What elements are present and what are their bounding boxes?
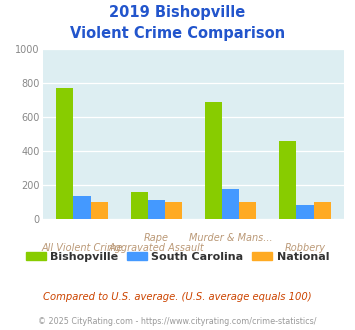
Bar: [222, 189, 239, 219]
Bar: [56, 88, 73, 219]
Legend: Bishopville, South Carolina, National: Bishopville, South Carolina, National: [21, 248, 334, 267]
Bar: [205, 102, 222, 219]
Text: Murder & Mans...: Murder & Mans...: [189, 233, 272, 243]
Bar: [131, 192, 148, 219]
Text: Rape: Rape: [144, 233, 169, 243]
Bar: [296, 205, 313, 219]
Bar: [73, 196, 91, 219]
Bar: [91, 202, 108, 219]
Bar: [313, 202, 331, 219]
Text: © 2025 CityRating.com - https://www.cityrating.com/crime-statistics/: © 2025 CityRating.com - https://www.city…: [38, 317, 317, 326]
Bar: [148, 200, 165, 219]
Text: Compared to U.S. average. (U.S. average equals 100): Compared to U.S. average. (U.S. average …: [43, 292, 312, 302]
Text: All Violent Crime: All Violent Crime: [41, 243, 123, 252]
Bar: [165, 202, 182, 219]
Text: Violent Crime Comparison: Violent Crime Comparison: [70, 26, 285, 41]
Text: Robbery: Robbery: [284, 243, 326, 252]
Bar: [279, 141, 296, 219]
Text: 2019 Bishopville: 2019 Bishopville: [109, 5, 246, 20]
Text: Aggravated Assault: Aggravated Assault: [108, 243, 204, 252]
Bar: [239, 202, 256, 219]
